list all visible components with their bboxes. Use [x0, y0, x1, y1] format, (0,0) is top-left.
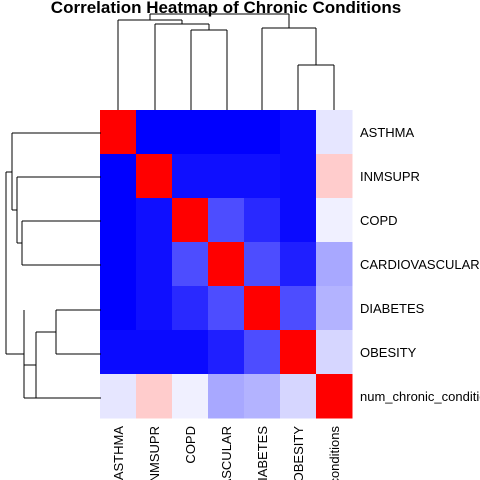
heatmap-cell-3-4	[244, 242, 281, 287]
heatmap-cell-1-1	[136, 154, 173, 199]
chart-title: Correlation Heatmap of Chronic Condition…	[51, 0, 401, 17]
heatmap-cell-2-4	[244, 198, 281, 243]
row-labels: ASTHMA INMSUPR COPD CARDIOVASCULAR DIABETES O…	[360, 125, 480, 404]
heatmap-cell-6-2	[172, 374, 209, 419]
column-label-1: INMSUPR	[147, 426, 162, 480]
column-label-3: CARDIOVASCULAR	[219, 426, 234, 480]
heatmap-cell-4-3	[208, 286, 245, 331]
row-label-6: num_chronic_conditions	[360, 389, 480, 404]
heatmap-cell-0-3	[208, 110, 245, 155]
heatmap-cell-1-3	[208, 154, 245, 199]
heatmap-cell-3-0	[100, 242, 137, 287]
heatmap-cell-6-4	[244, 374, 281, 419]
heatmap-cell-2-5	[280, 198, 317, 243]
heatmap-cell-4-6	[316, 286, 353, 331]
row-label-0: ASTHMA	[360, 125, 415, 140]
column-dendrogram	[117, 13, 335, 110]
heatmap-cell-5-3	[208, 330, 245, 375]
heatmap-cell-5-5	[280, 330, 317, 375]
heatmap-cell-4-5	[280, 286, 317, 331]
column-label-4: DIABETES	[255, 426, 270, 480]
heatmap-cell-5-0	[100, 330, 137, 375]
heatmap-cell-3-5	[280, 242, 317, 287]
heatmap-cell-5-6	[316, 330, 353, 375]
heatmap-cell-3-3	[208, 242, 245, 287]
heatmap-cells	[100, 110, 353, 419]
heatmap-cell-3-6	[316, 242, 353, 287]
column-label-0: ASTHMA	[111, 426, 126, 480]
row-label-4: DIABETES	[360, 301, 425, 316]
heatmap-cell-6-1	[136, 374, 173, 419]
column-label-6: num_chronic_conditions	[327, 426, 342, 480]
heatmap-cell-4-1	[136, 286, 173, 331]
heatmap-cell-2-0	[100, 198, 137, 243]
heatmap-cell-0-0	[100, 110, 137, 155]
column-labels: ASTHMA INMSUPR COPD CARDIOVASCULAR DIABETES O…	[111, 426, 342, 480]
heatmap-cell-0-6	[316, 110, 353, 155]
heatmap-cell-5-1	[136, 330, 173, 375]
row-label-2: COPD	[360, 213, 398, 228]
heatmap-cell-5-4	[244, 330, 281, 375]
heatmap-cell-1-6	[316, 154, 353, 199]
heatmap-cell-1-5	[280, 154, 317, 199]
heatmap-cell-0-1	[136, 110, 173, 155]
heatmap-cell-2-1	[136, 198, 173, 243]
column-label-5: OBESITY	[291, 426, 306, 480]
column-label-2: COPD	[183, 426, 198, 464]
heatmap-cell-2-2	[172, 198, 209, 243]
heatmap-cell-4-4	[244, 286, 281, 331]
heatmap-cell-0-5	[280, 110, 317, 155]
heatmap-cell-5-2	[172, 330, 209, 375]
row-label-1: INMSUPR	[360, 169, 420, 184]
heatmap-cell-6-3	[208, 374, 245, 419]
heatmap-cell-4-0	[100, 286, 137, 331]
heatmap-cell-0-2	[172, 110, 209, 155]
row-dendrogram	[5, 132, 101, 399]
heatmap-cell-6-6	[316, 374, 353, 419]
heatmap-cell-2-3	[208, 198, 245, 243]
row-label-5: OBESITY	[360, 345, 417, 360]
heatmap-cell-1-2	[172, 154, 209, 199]
heatmap-cell-3-2	[172, 242, 209, 287]
heatmap-cell-4-2	[172, 286, 209, 331]
heatmap-cell-0-4	[244, 110, 281, 155]
heatmap-cell-3-1	[136, 242, 173, 287]
heatmap-cell-1-0	[100, 154, 137, 199]
row-label-3: CARDIOVASCULAR	[360, 257, 480, 272]
heatmap-cell-1-4	[244, 154, 281, 199]
heatmap-cell-6-0	[100, 374, 137, 419]
heatmap-cell-6-5	[280, 374, 317, 419]
heatmap-cell-2-6	[316, 198, 353, 243]
